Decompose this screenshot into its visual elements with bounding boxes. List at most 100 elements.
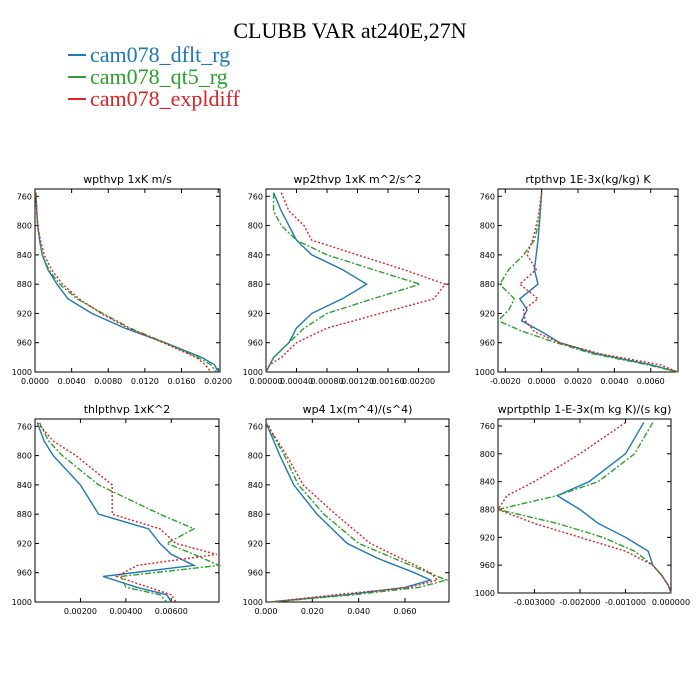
y-tick-label: 1000 [475,368,495,377]
legend-label-expldiff: cam078_expldiff [90,86,240,111]
x-tick-label: 0.00000 [249,377,282,386]
y-tick-label: 760 [248,192,263,201]
figure-title: CLUBB VAR at240E,27N [233,18,467,43]
x-tick-label: 0.0160 [168,377,196,386]
series-line-cam078_dflt_rg [518,192,679,373]
y-tick-label: 800 [17,452,32,461]
y-tick-label: 960 [17,569,32,578]
panel-frame [34,418,220,603]
legend-swatch-dflt [68,53,86,56]
y-tick-label: 960 [17,339,32,348]
panel-title: wp2thvp 1xK m^2/s^2 [293,173,421,186]
y-tick-label: 920 [480,309,495,318]
x-tick-label: 0.0200 [204,377,232,386]
y-tick-label: 880 [248,510,263,519]
y-tick-label: 800 [480,450,495,459]
legend-label-dflt: cam078_dflt_rg [90,42,231,67]
x-tick-label: 0.0040 [58,377,86,386]
x-tick-label: 0.0040 [600,377,628,386]
series-line-cam078_qt5_rg [35,192,217,373]
chart-panel-2: wp2thvp 1xK m^2/s^2 760 800 840 880 920 960 100… [243,173,450,386]
legend-item-qt5: cam078_qt5_rg [68,66,240,88]
y-tick-label: 760 [17,422,32,431]
series-line-cam078_expldiff [265,192,447,373]
x-tick-label: -0.003000 [514,598,555,607]
x-tick-label: 0.00200 [64,607,97,616]
y-tick-label: 920 [248,309,263,318]
y-tick-label: 880 [480,505,495,514]
x-tick-label: 0.0000 [528,377,556,386]
y-tick-label: 800 [248,452,263,461]
x-tick-label: 0.00040 [280,377,313,386]
series-line-cam078_dflt_rg [35,192,219,373]
series-line-cam078_qt5_rg [496,192,679,373]
y-tick-label: 1000 [12,368,32,377]
chart-panel-5: wp4 1x(m^4)/(s^4)76080084088092096010000… [243,403,450,616]
panel-title: thlpthvp 1xK^2 [84,403,171,416]
panel-frame [497,418,672,594]
series-line-cam078_qt5_rg [265,192,423,373]
y-tick-label: 800 [480,222,495,231]
x-tick-label: -0.0020 [490,377,521,386]
x-tick-label: 0.00400 [109,607,142,616]
y-tick-label: 840 [248,251,263,260]
panel-title: wp4 1x(m^4)/(s^4) [303,403,413,416]
x-tick-label: 0.020 [301,607,324,616]
legend-label-qt5: cam078_qt5_rg [90,64,228,89]
legend-item-dflt: cam078_dflt_rg [68,44,240,66]
x-tick-label: 0.00160 [371,377,404,386]
x-tick-label: 0.000000 [652,598,690,607]
x-tick-label: 0.000 [255,607,278,616]
series-line-cam078_expldiff [265,422,439,603]
chart-panel-4: thlpthvp 1xK^2 760 800 840 880 920 960 1000 0.00… [12,403,222,616]
y-tick-label: 920 [248,539,263,548]
y-tick-label: 1000 [475,589,495,598]
y-tick-label: 960 [248,339,263,348]
y-tick-label: 800 [248,222,263,231]
legend: cam078_dflt_rg cam078_qt5_rg cam078_expl… [68,44,240,110]
series-line-cam078_dflt_rg [36,422,197,603]
y-tick-label: 760 [17,192,32,201]
y-tick-label: 840 [480,251,495,260]
panel-title: wpthvp 1xK m/s [83,173,172,186]
y-tick-label: 1000 [12,598,32,607]
legend-item-expldiff: cam078_expldiff [68,88,240,110]
y-tick-label: 920 [17,539,32,548]
chart-panel-6: wprtpthlp 1-E-3x(m kg K)/(s kg)760 800 840… [475,403,690,607]
y-tick-label: 880 [248,280,263,289]
x-tick-label: -0.002000 [559,598,600,607]
panel-frame [34,188,221,373]
y-tick-label: 880 [480,280,495,289]
chart-panel-1: wpthvp 1xK m/s76080084088092096010000.00… [12,173,233,386]
y-tick-label: 920 [480,533,495,542]
x-tick-label: 0.0060 [637,377,665,386]
x-tick-label: -0.001000 [605,598,646,607]
x-tick-label: 0.00600 [155,607,188,616]
series-line-cam078_expldiff [496,421,672,594]
y-tick-label: 840 [248,481,263,490]
panel-title: wprtpthlp 1-E-3x(m kg K)/(s kg) [498,403,672,416]
series-line-cam078_qt5_rg [38,422,222,603]
series-line-cam078_dflt_rg [265,422,433,603]
y-tick-label: 840 [480,478,495,487]
x-tick-label: 0.060 [394,607,417,616]
y-tick-label: 1000 [243,598,263,607]
y-tick-label: 880 [17,510,32,519]
x-tick-label: 0.0080 [94,377,122,386]
panel-frame [265,188,450,373]
y-tick-label: 960 [248,569,263,578]
series-line-cam078_dflt_rg [555,422,672,594]
y-tick-label: 1000 [243,368,263,377]
panel-frame [265,418,450,603]
x-tick-label: 0.00200 [402,377,435,386]
y-tick-label: 960 [480,339,495,348]
series-line-cam078_qt5_rg [265,422,449,603]
x-tick-label: 0.040 [347,607,370,616]
y-tick-label: 920 [17,309,32,318]
legend-swatch-expldiff [68,97,86,100]
x-tick-label: 0.00120 [341,377,374,386]
x-tick-label: 0.0000 [21,377,49,386]
x-tick-label: 0.00080 [310,377,343,386]
x-tick-label: 0.0020 [564,377,592,386]
